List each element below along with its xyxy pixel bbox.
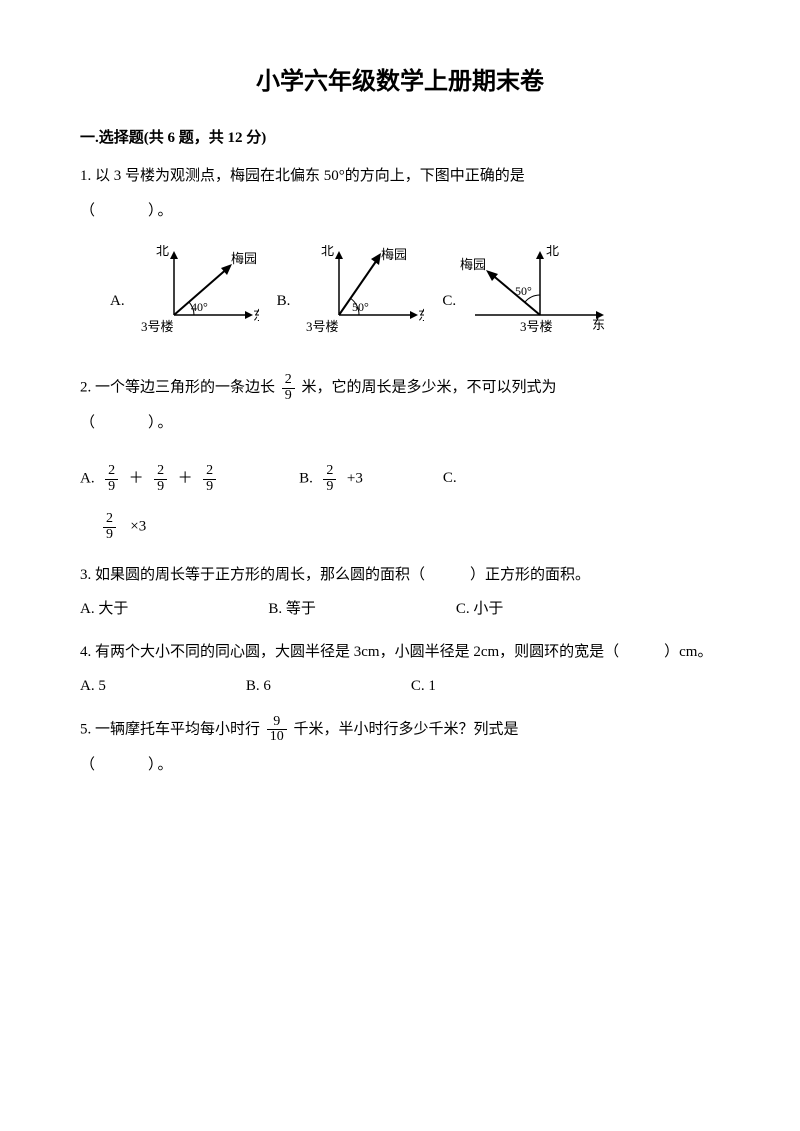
svg-text:梅园: 梅园: [381, 247, 407, 262]
svg-text:梅园: 梅园: [231, 251, 257, 266]
svg-text:东: 东: [592, 317, 605, 332]
q4-option-c: C. 1: [411, 672, 436, 701]
q1-diagram-c: C. 北 梅园 50° 东 3号楼: [442, 245, 610, 345]
svg-text:东: 东: [418, 308, 424, 323]
q1-label-c: C.: [442, 287, 456, 316]
fraction: 2 9: [282, 373, 295, 403]
q4-text: 4. 有两个大小不同的同心圆，大圆半径是 3cm，小圆半径是 2cm，则圆环的宽…: [80, 638, 720, 667]
q1-diagram-a: A. 北 梅园 40° 东 3号楼: [110, 245, 259, 345]
q1-diagrams: A. 北 梅园 40° 东 3号楼 B.: [110, 245, 720, 345]
q3-option-a: A. 大于: [80, 595, 128, 624]
q3-option-c: C. 小于: [456, 595, 504, 624]
q5-blank: （ ）。: [80, 751, 720, 780]
q4-option-b: B. 6: [246, 672, 271, 701]
q1-label-b: B.: [277, 287, 291, 316]
question-4: 4. 有两个大小不同的同心圆，大圆半径是 3cm，小圆半径是 2cm，则圆环的宽…: [80, 638, 720, 701]
q5-text: 5. 一辆摩托车平均每小时行 9 10 千米，半小时行多少千米？列式是: [80, 715, 720, 745]
svg-text:梅园: 梅园: [460, 257, 486, 272]
svg-text:50°: 50°: [352, 300, 369, 314]
compass-diagram-icon: 北 梅园 40° 东 3号楼: [129, 245, 259, 345]
svg-text:东: 东: [253, 308, 259, 323]
q1-text: 1. 以 3 号楼为观测点，梅园在北偏东 50°的方向上，下图中正确的是: [80, 162, 720, 191]
svg-text:3号楼: 3号楼: [520, 319, 553, 334]
compass-diagram-icon: 北 梅园 50° 东 3号楼: [460, 245, 610, 345]
q2-option-c-label: C.: [443, 464, 457, 494]
question-1: 1. 以 3 号楼为观测点，梅园在北偏东 50°的方向上，下图中正确的是 （ ）…: [80, 162, 720, 345]
section-header: 一.选择题(共 6 题，共 12 分): [80, 124, 720, 153]
svg-text:3号楼: 3号楼: [306, 319, 339, 334]
q3-options: A. 大于 B. 等于 C. 小于: [80, 595, 720, 624]
q1-blank: （ ）。: [80, 197, 720, 226]
q2-option-a: A. 29 ＋ 29 ＋ 29: [80, 464, 219, 494]
compass-diagram-icon: 北 梅园 50° 东 3号楼: [294, 245, 424, 345]
fraction: 9 10: [267, 715, 287, 745]
question-3: 3. 如果圆的周长等于正方形的周长，那么圆的面积（ ）正方形的面积。 A. 大于…: [80, 561, 720, 624]
svg-text:北: 北: [546, 245, 559, 258]
svg-text:北: 北: [156, 245, 169, 258]
q3-text: 3. 如果圆的周长等于正方形的周长，那么圆的面积（ ）正方形的面积。: [80, 561, 720, 590]
q4-options: A. 5 B. 6 C. 1: [80, 672, 720, 701]
q3-option-b: B. 等于: [268, 595, 316, 624]
q2-options: A. 29 ＋ 29 ＋ 29 B. 29 +3 C.: [80, 464, 720, 494]
svg-text:3号楼: 3号楼: [141, 319, 174, 334]
svg-text:40°: 40°: [191, 300, 208, 314]
q2-blank: （ ）。: [80, 409, 720, 438]
q2-option-c: 29 ×3: [100, 512, 720, 542]
q2-text: 2. 一个等边三角形的一条边长 2 9 米，它的周长是多少米，不可以列式为: [80, 373, 720, 403]
svg-text:北: 北: [321, 245, 334, 258]
question-2: 2. 一个等边三角形的一条边长 2 9 米，它的周长是多少米，不可以列式为 （ …: [80, 373, 720, 543]
q2-option-b: B. 29 +3: [299, 464, 363, 494]
page-title: 小学六年级数学上册期末卷: [80, 60, 720, 106]
question-5: 5. 一辆摩托车平均每小时行 9 10 千米，半小时行多少千米？列式是 （ ）。: [80, 715, 720, 780]
q1-diagram-b: B. 北 梅园 50° 东 3号楼: [277, 245, 425, 345]
q4-option-a: A. 5: [80, 672, 106, 701]
svg-text:50°: 50°: [515, 284, 532, 298]
q1-label-a: A.: [110, 287, 125, 316]
